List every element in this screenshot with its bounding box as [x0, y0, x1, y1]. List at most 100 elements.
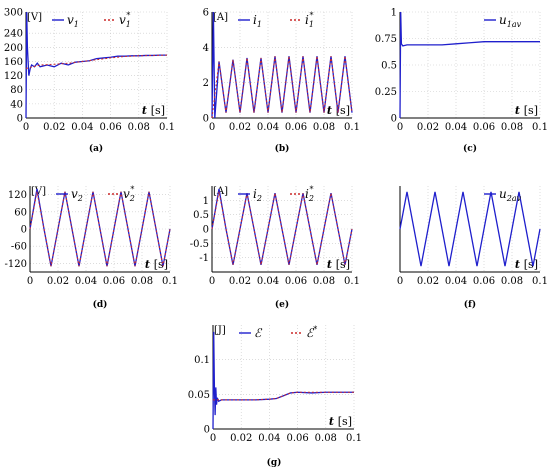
x-tick-label-d-2: 0.04 — [75, 276, 97, 287]
legend-b: i1 i1* — [238, 11, 314, 29]
x-tick-label-d-5: 0.1 — [162, 276, 178, 287]
x-tick-label-b-4: 0.08 — [313, 122, 335, 133]
x-axis-label-e: t [s] — [327, 258, 350, 271]
panel-caption-b: (b) — [275, 143, 290, 154]
x-tick-label-c-1: 0.02 — [417, 122, 439, 133]
y-tick-label-b-0: 6 — [203, 8, 209, 19]
y-tick-label-e-0: 1 — [203, 196, 209, 207]
y-tick-label-e-4: -1 — [199, 253, 209, 264]
y-tick-label-a-0: 300 — [4, 8, 23, 19]
y-tick-label-c-1: 0.75 — [375, 34, 397, 45]
panel-f: 0 0.02 0.04 0.06 0.08 0.1t [s]u2av(f) — [397, 186, 548, 310]
x-tick-label-g-4: 0.08 — [315, 433, 337, 444]
x-tick-label-g-2: 0.04 — [258, 433, 280, 444]
y-tick-label-c-0: 1 — [391, 8, 397, 19]
x-axis-label-g: t [s] — [329, 415, 352, 428]
x-tick-label-f-4: 0.08 — [501, 276, 523, 287]
x-tick-label-b-5: 0.1 — [344, 122, 360, 133]
x-tick-label-d-4: 0.08 — [131, 276, 153, 287]
panel-caption-c: (c) — [463, 143, 477, 154]
panel-c: 0 0.02 0.04 0.06 0.08 0.1 1 0.75 0.5 0.25 0 t [s] u1… — [375, 8, 548, 155]
panel-e: 0 0.02 0.04 0.06 0.08 0.1 1 0.5 0 -0.5 -1 [A] t [s] i… — [190, 185, 360, 310]
x-tick-label-b-1: 0.02 — [229, 122, 251, 133]
x-tick-label-f-5: 0.1 — [532, 276, 548, 287]
unit-label-g: [J] — [214, 325, 226, 336]
unit-label-b: [A] — [213, 12, 228, 23]
legend-label-e-1: i2* — [305, 185, 314, 203]
legend-label-b-1: i1* — [305, 11, 314, 29]
y-tick-label-a-1: 240 — [4, 29, 23, 40]
panel-caption-d: (d) — [93, 299, 108, 310]
legend-a: v1 v1* — [52, 11, 131, 29]
x-tick-label-g-1: 0.02 — [230, 433, 252, 444]
y-tick-label-e-3: -0.5 — [190, 239, 209, 250]
legend-label-d-0: v2 — [71, 187, 83, 203]
x-tick-label-c-4: 0.08 — [501, 122, 523, 133]
series-line-d-1 — [29, 191, 171, 267]
legend-label-a-0: v1 — [67, 13, 79, 29]
x-tick-label-a-5: 0.1 — [159, 122, 175, 133]
panel-caption-f: (f) — [464, 299, 476, 310]
panel-caption-a: (a) — [89, 143, 103, 154]
y-tick-label-a-3: 160 — [4, 57, 23, 68]
y-tick-label-a-5: 80 — [10, 85, 23, 96]
y-tick-label-c-2: 0.5 — [381, 61, 397, 72]
y-tick-label-a-6: 40 — [10, 99, 23, 110]
legend-label-f-0: u2av — [499, 187, 522, 203]
legend-label-c-0: u1av — [499, 13, 522, 29]
y-tick-label-d-1: 60 — [14, 207, 27, 218]
x-tick-label-d-3: 0.06 — [103, 276, 125, 287]
x-tick-label-e-4: 0.08 — [313, 276, 335, 287]
y-tick-label-b-3: 0 — [203, 114, 209, 125]
y-tick-label-b-2: 2 — [203, 78, 209, 89]
x-tick-label-e-0: 0 — [209, 276, 215, 287]
y-tick-label-c-3: 0.25 — [375, 87, 397, 98]
y-tick-label-a-2: 200 — [4, 43, 23, 54]
x-axis-label-c: t [s] — [515, 104, 538, 117]
x-tick-label-f-3: 0.06 — [473, 276, 495, 287]
x-tick-label-g-0: 0 — [210, 433, 216, 444]
x-tick-label-b-0: 0 — [209, 122, 215, 133]
panel-caption-e: (e) — [275, 299, 289, 310]
x-tick-label-g-3: 0.06 — [286, 433, 308, 444]
legend-g: ℰ ℰ* — [239, 325, 317, 340]
y-tick-label-d-3: -60 — [11, 242, 27, 253]
series-line-e-1 — [211, 191, 353, 265]
legend-e: i2 i2* — [238, 185, 314, 203]
y-tick-label-a-4: 120 — [4, 71, 23, 82]
x-tick-label-c-0: 0 — [397, 122, 403, 133]
y-tick-label-e-2: 0 — [203, 225, 209, 236]
x-tick-label-a-4: 0.08 — [128, 122, 150, 133]
x-tick-label-b-2: 0.04 — [257, 122, 279, 133]
legend-label-e-0: i2 — [253, 187, 262, 203]
unit-label-d: [V] — [31, 186, 46, 197]
x-tick-label-c-5: 0.1 — [532, 122, 548, 133]
x-tick-label-b-3: 0.06 — [285, 122, 307, 133]
x-axis-label-a: t [s] — [142, 104, 165, 117]
panel-caption-g: (g) — [267, 457, 282, 468]
legend-label-g-1: ℰ* — [306, 325, 317, 340]
legend-label-a-1: v1* — [119, 11, 131, 29]
panel-g: 0 0.02 0.04 0.06 0.08 0.1 0.1 0.05 0 [J] t [s] ℰ ℰ* (… — [188, 325, 362, 468]
x-tick-label-g-5: 0.1 — [346, 433, 362, 444]
y-tick-label-c-4: 0 — [391, 114, 397, 125]
y-tick-label-b-1: 4 — [203, 43, 209, 54]
x-tick-label-c-2: 0.04 — [445, 122, 467, 133]
y-tick-label-d-0: 120 — [8, 190, 27, 201]
x-tick-label-f-0: 0 — [397, 276, 403, 287]
y-tick-label-d-2: 0 — [21, 225, 27, 236]
y-tick-label-g-1: 0.05 — [188, 390, 210, 401]
y-tick-label-e-1: 0.5 — [193, 210, 209, 221]
series-line-c-0 — [399, 11, 540, 119]
y-tick-label-g-0: 0.1 — [194, 355, 210, 366]
x-tick-label-e-3: 0.06 — [285, 276, 307, 287]
legend-c: u1av — [484, 13, 522, 29]
y-tick-label-g-2: 0 — [204, 425, 210, 436]
x-tick-label-d-1: 0.02 — [47, 276, 69, 287]
x-tick-label-a-3: 0.06 — [99, 122, 121, 133]
x-tick-label-c-3: 0.06 — [473, 122, 495, 133]
series-line-f-0 — [399, 191, 541, 267]
